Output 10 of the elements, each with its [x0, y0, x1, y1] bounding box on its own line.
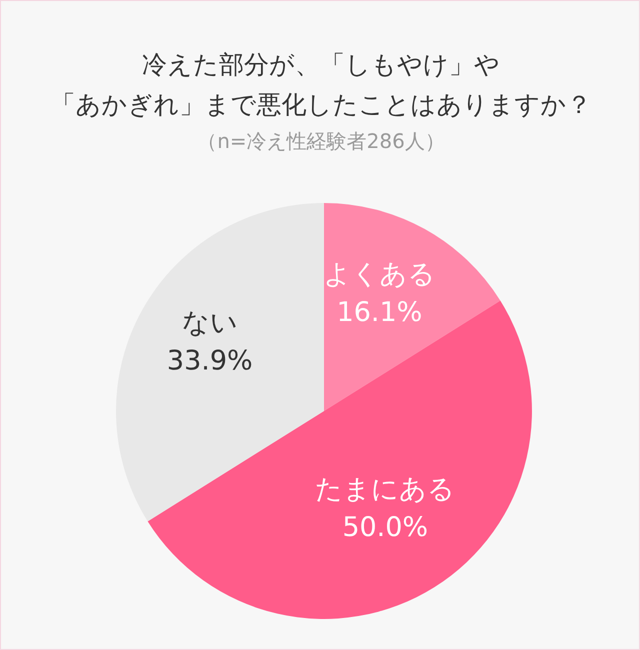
- slice-label: よくある: [323, 258, 436, 290]
- slice-label: ない: [182, 308, 238, 339]
- chart-title: 冷えた部分が、「しもやけ」や「あかぎれ」まで悪化したことはありますか？: [50, 50, 592, 119]
- data-label: 16.1%: [336, 296, 422, 328]
- slice-label: たまにある: [315, 474, 456, 505]
- data-label: 33.9%: [166, 346, 253, 377]
- pie-slice: [324, 203, 500, 411]
- pie-slice: [148, 300, 532, 619]
- chart-subtitle: （n=冷え性経験者286人）: [197, 129, 445, 153]
- data-label: 50.0%: [342, 512, 428, 543]
